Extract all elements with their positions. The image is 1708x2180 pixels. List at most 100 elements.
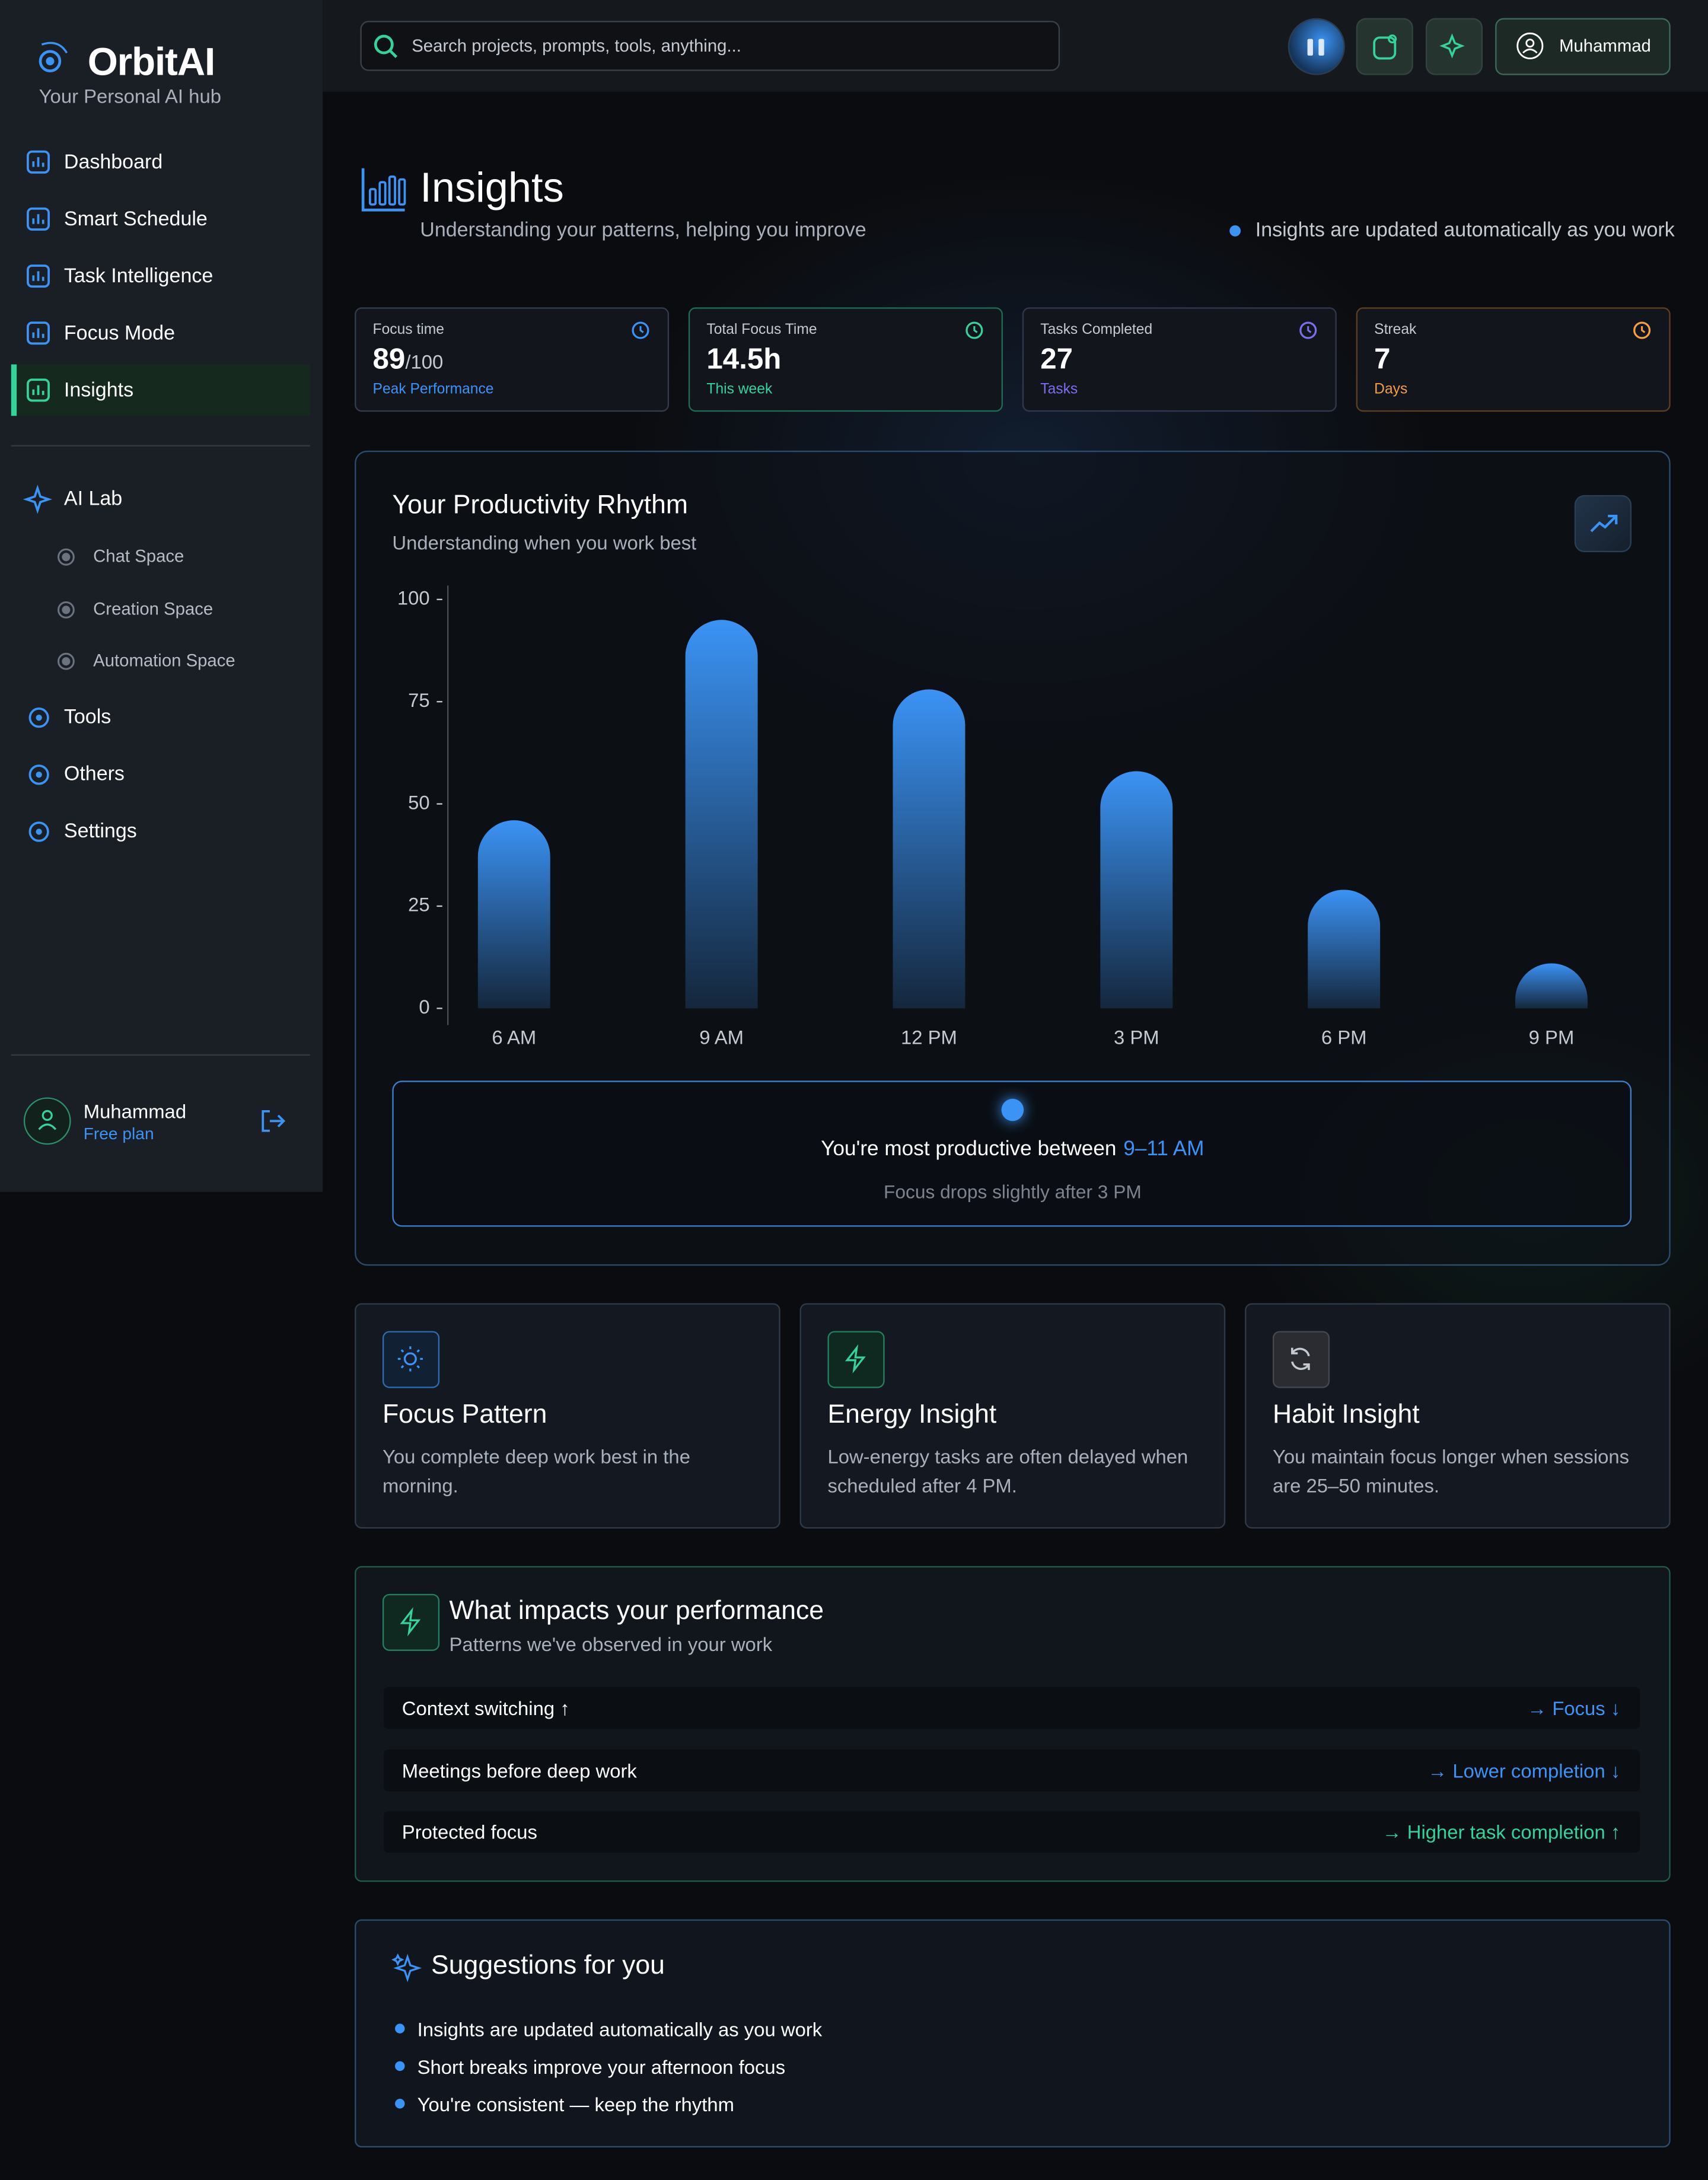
decoration bbox=[1641, 326, 1646, 333]
decoration bbox=[62, 553, 71, 562]
decoration bbox=[1307, 39, 1313, 56]
decoration bbox=[389, 49, 398, 58]
sub-nav-item[interactable]: Chat Space bbox=[93, 546, 184, 566]
profile-name: Muhammad bbox=[1559, 36, 1651, 56]
decoration bbox=[32, 214, 44, 224]
decoration bbox=[32, 157, 44, 167]
decoration bbox=[1291, 1347, 1310, 1371]
insights-icon bbox=[361, 168, 406, 212]
nav-item[interactable]: Insights bbox=[63, 380, 134, 402]
update-note: Insights are updated automatically as yo… bbox=[1255, 219, 1675, 243]
insight-title: Habit Insight bbox=[1272, 1400, 1420, 1430]
nav-icon bbox=[28, 707, 49, 728]
decoration bbox=[639, 326, 644, 333]
decoration bbox=[397, 1346, 423, 1372]
sub-nav-dot bbox=[57, 600, 75, 618]
stat-number: 89 bbox=[372, 343, 406, 376]
bar bbox=[477, 820, 550, 1009]
notes-button[interactable] bbox=[1356, 18, 1413, 75]
decoration bbox=[965, 321, 983, 339]
stat-sub: Tasks bbox=[1040, 381, 1078, 398]
decoration bbox=[398, 178, 406, 206]
stat-label: Focus time bbox=[372, 321, 444, 338]
sub-nav-item[interactable]: Automation Space bbox=[93, 651, 235, 671]
insight-icon-box bbox=[382, 1331, 440, 1388]
decoration bbox=[27, 321, 50, 345]
profile-button[interactable] bbox=[1495, 18, 1671, 75]
search-box[interactable] bbox=[360, 21, 1060, 71]
suggestion-item: Short breaks improve your afternoon focu… bbox=[417, 2055, 786, 2078]
focus-button[interactable] bbox=[1288, 18, 1345, 75]
bar bbox=[1515, 963, 1588, 1009]
nav-item[interactable]: Smart Schedule bbox=[63, 208, 208, 231]
decoration bbox=[46, 57, 55, 66]
nav-icon bbox=[28, 821, 49, 842]
insight-text: You maintain focus longer when sessions … bbox=[1272, 1445, 1630, 1497]
ai-button[interactable] bbox=[1425, 18, 1483, 75]
sub-nav-dot bbox=[57, 652, 75, 670]
decoration bbox=[1633, 321, 1651, 339]
nav-item[interactable]: Settings bbox=[63, 820, 137, 843]
bar bbox=[1308, 890, 1381, 1009]
profile-icon bbox=[1516, 32, 1544, 59]
decoration bbox=[262, 1110, 286, 1132]
sidebar-divider bbox=[11, 1054, 311, 1056]
callout-main: You're most productive between bbox=[821, 1137, 1117, 1161]
suggestions-card bbox=[355, 1919, 1671, 2148]
decoration bbox=[374, 34, 394, 55]
logout-button[interactable] bbox=[259, 1107, 286, 1135]
decoration bbox=[1522, 48, 1538, 54]
decoration bbox=[1318, 39, 1324, 56]
sub-nav-item[interactable]: Creation Space bbox=[93, 598, 214, 619]
nav-item[interactable]: Dashboard bbox=[63, 151, 163, 174]
nav-item[interactable]: AI Lab bbox=[63, 488, 123, 511]
impacts-subtitle: Patterns we've observed in your work bbox=[449, 1633, 773, 1655]
nav-item[interactable]: Task Intelligence bbox=[63, 265, 214, 288]
stat-number: 27 bbox=[1040, 343, 1073, 376]
user-avatar bbox=[23, 1097, 71, 1145]
bullet bbox=[395, 2061, 405, 2071]
impact-row bbox=[384, 1811, 1640, 1853]
decoration bbox=[39, 50, 62, 72]
impact-row bbox=[384, 1749, 1640, 1791]
decoration bbox=[28, 821, 49, 842]
impact-effect: → Higher task completion ↑ bbox=[1382, 1820, 1621, 1843]
stat-value: 14.5h bbox=[706, 343, 781, 377]
chart-subtitle: Understanding when you work best bbox=[392, 531, 697, 554]
impacts-title: What impacts your performance bbox=[449, 1596, 824, 1626]
decoration bbox=[36, 772, 42, 778]
ai-lab-icon bbox=[23, 485, 53, 514]
impact-row bbox=[384, 1687, 1640, 1729]
decoration bbox=[368, 188, 377, 206]
stat-card bbox=[1022, 307, 1337, 412]
nav-item[interactable]: Tools bbox=[63, 706, 111, 729]
decoration bbox=[57, 652, 75, 670]
stat-card bbox=[1356, 307, 1671, 412]
search-icon bbox=[374, 34, 398, 58]
page-subtitle: Understanding your patterns, helping you… bbox=[420, 219, 866, 243]
suggestions-icon bbox=[391, 1953, 422, 1983]
impact-factor: Protected focus bbox=[401, 1820, 537, 1843]
nav-item[interactable]: Focus Mode bbox=[63, 323, 176, 345]
suggestion-item: You're consistent — keep the rhythm bbox=[417, 2093, 734, 2116]
brand-name: OrbitAI bbox=[87, 40, 216, 84]
brand-logo bbox=[39, 42, 68, 72]
callout-note: Focus drops slightly after 3 PM bbox=[884, 1181, 1142, 1203]
nav-item[interactable]: Others bbox=[63, 763, 125, 786]
brand-tagline: Your Personal AI hub bbox=[39, 85, 221, 107]
decoration bbox=[38, 1123, 57, 1130]
nav-icon bbox=[27, 150, 50, 174]
notes-icon bbox=[1373, 34, 1397, 60]
callout-dot bbox=[1001, 1098, 1024, 1121]
bullet bbox=[395, 2023, 405, 2034]
stat-sub: Days bbox=[1374, 381, 1408, 398]
decoration bbox=[1525, 39, 1535, 48]
decoration bbox=[27, 207, 50, 231]
ai-icon bbox=[1439, 33, 1465, 59]
trend-button[interactable] bbox=[1574, 495, 1632, 553]
decoration bbox=[27, 150, 50, 174]
decoration bbox=[32, 328, 44, 338]
decoration bbox=[1388, 34, 1397, 44]
insight-text: You complete deep work best in the morni… bbox=[382, 1445, 690, 1497]
